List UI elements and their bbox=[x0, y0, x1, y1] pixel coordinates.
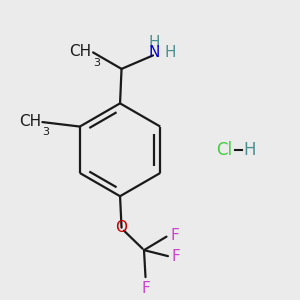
Text: Cl: Cl bbox=[216, 141, 232, 159]
Text: CH: CH bbox=[70, 44, 92, 59]
Text: H: H bbox=[165, 45, 176, 60]
Text: F: F bbox=[170, 228, 179, 243]
Text: N: N bbox=[149, 45, 160, 60]
Text: H: H bbox=[244, 141, 256, 159]
Text: 3: 3 bbox=[42, 128, 50, 137]
Text: 3: 3 bbox=[93, 58, 100, 68]
Text: O: O bbox=[116, 220, 128, 235]
Text: F: F bbox=[172, 249, 180, 264]
Text: F: F bbox=[141, 281, 150, 296]
Text: H: H bbox=[149, 35, 160, 50]
Text: CH: CH bbox=[19, 114, 41, 129]
